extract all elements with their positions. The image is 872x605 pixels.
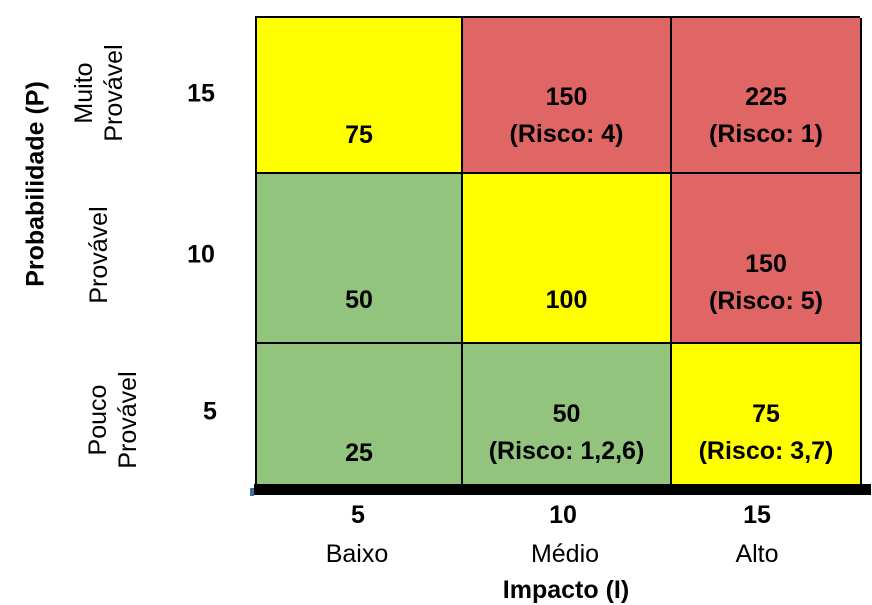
cell-score: 100 xyxy=(545,286,588,314)
matrix-cell: 75 (Risco: 3,7) xyxy=(672,344,862,488)
cell-risk: (Risco: 1,2,6) xyxy=(488,437,645,465)
matrix-cell: 225 (Risco: 1) xyxy=(672,18,862,174)
row-label-line1: Pouco xyxy=(84,384,112,456)
cell-risk: (Risco: 5) xyxy=(709,287,823,315)
row-value-10: 10 xyxy=(187,240,215,269)
cell-score: 50 xyxy=(552,400,581,428)
col-label-medio: Médio xyxy=(530,540,600,568)
cell-score: 50 xyxy=(345,286,373,314)
row-label-line1: Muito xyxy=(70,62,98,124)
cell-score: 150 xyxy=(745,250,787,278)
matrix-cell: 25 xyxy=(257,344,463,488)
matrix-cell: 150 (Risco: 4) xyxy=(463,18,672,174)
x-axis-title: Impacto (I) xyxy=(502,576,630,604)
col-value-15: 15 xyxy=(743,501,771,529)
row-label-line2: Provável xyxy=(114,371,142,469)
row-label-provavel: Provável xyxy=(84,206,114,303)
col-value-5: 5 xyxy=(351,501,365,529)
cell-risk: (Risco: 4) xyxy=(509,120,624,148)
cell-score: 75 xyxy=(345,121,373,149)
row-label-pouco-provavel: Pouco Provável xyxy=(83,371,143,468)
x-axis-line xyxy=(254,484,871,495)
cell-score: 75 xyxy=(752,400,780,428)
y-axis-title: Probabilidade (P) xyxy=(21,81,50,287)
axis-line-accent xyxy=(250,488,254,496)
row-label-line2: Provável xyxy=(85,206,113,304)
row-label-line2: Provável xyxy=(100,44,128,142)
cell-score: 25 xyxy=(345,439,373,467)
row-value-15: 15 xyxy=(187,79,215,108)
row-label-muito-provavel: Muito Provável xyxy=(69,44,129,141)
col-label-alto: Alto xyxy=(735,540,779,568)
cell-score: 150 xyxy=(545,83,588,111)
col-value-10: 10 xyxy=(549,501,577,529)
cell-risk: (Risco: 3,7) xyxy=(698,437,834,465)
col-label-baixo: Baixo xyxy=(325,540,389,568)
cell-score: 225 xyxy=(745,83,787,111)
matrix-cell: 75 xyxy=(257,18,463,174)
matrix-cell: 100 xyxy=(463,174,672,344)
matrix-cell: 50 (Risco: 1,2,6) xyxy=(463,344,672,488)
row-value-5: 5 xyxy=(203,397,217,426)
matrix-cell: 150 (Risco: 5) xyxy=(672,174,862,344)
matrix-cell: 50 xyxy=(257,174,463,344)
cell-risk: (Risco: 1) xyxy=(709,120,823,148)
risk-matrix: 75 150 (Risco: 4) 225 (Risco: 1) 50 100 … xyxy=(255,16,862,488)
